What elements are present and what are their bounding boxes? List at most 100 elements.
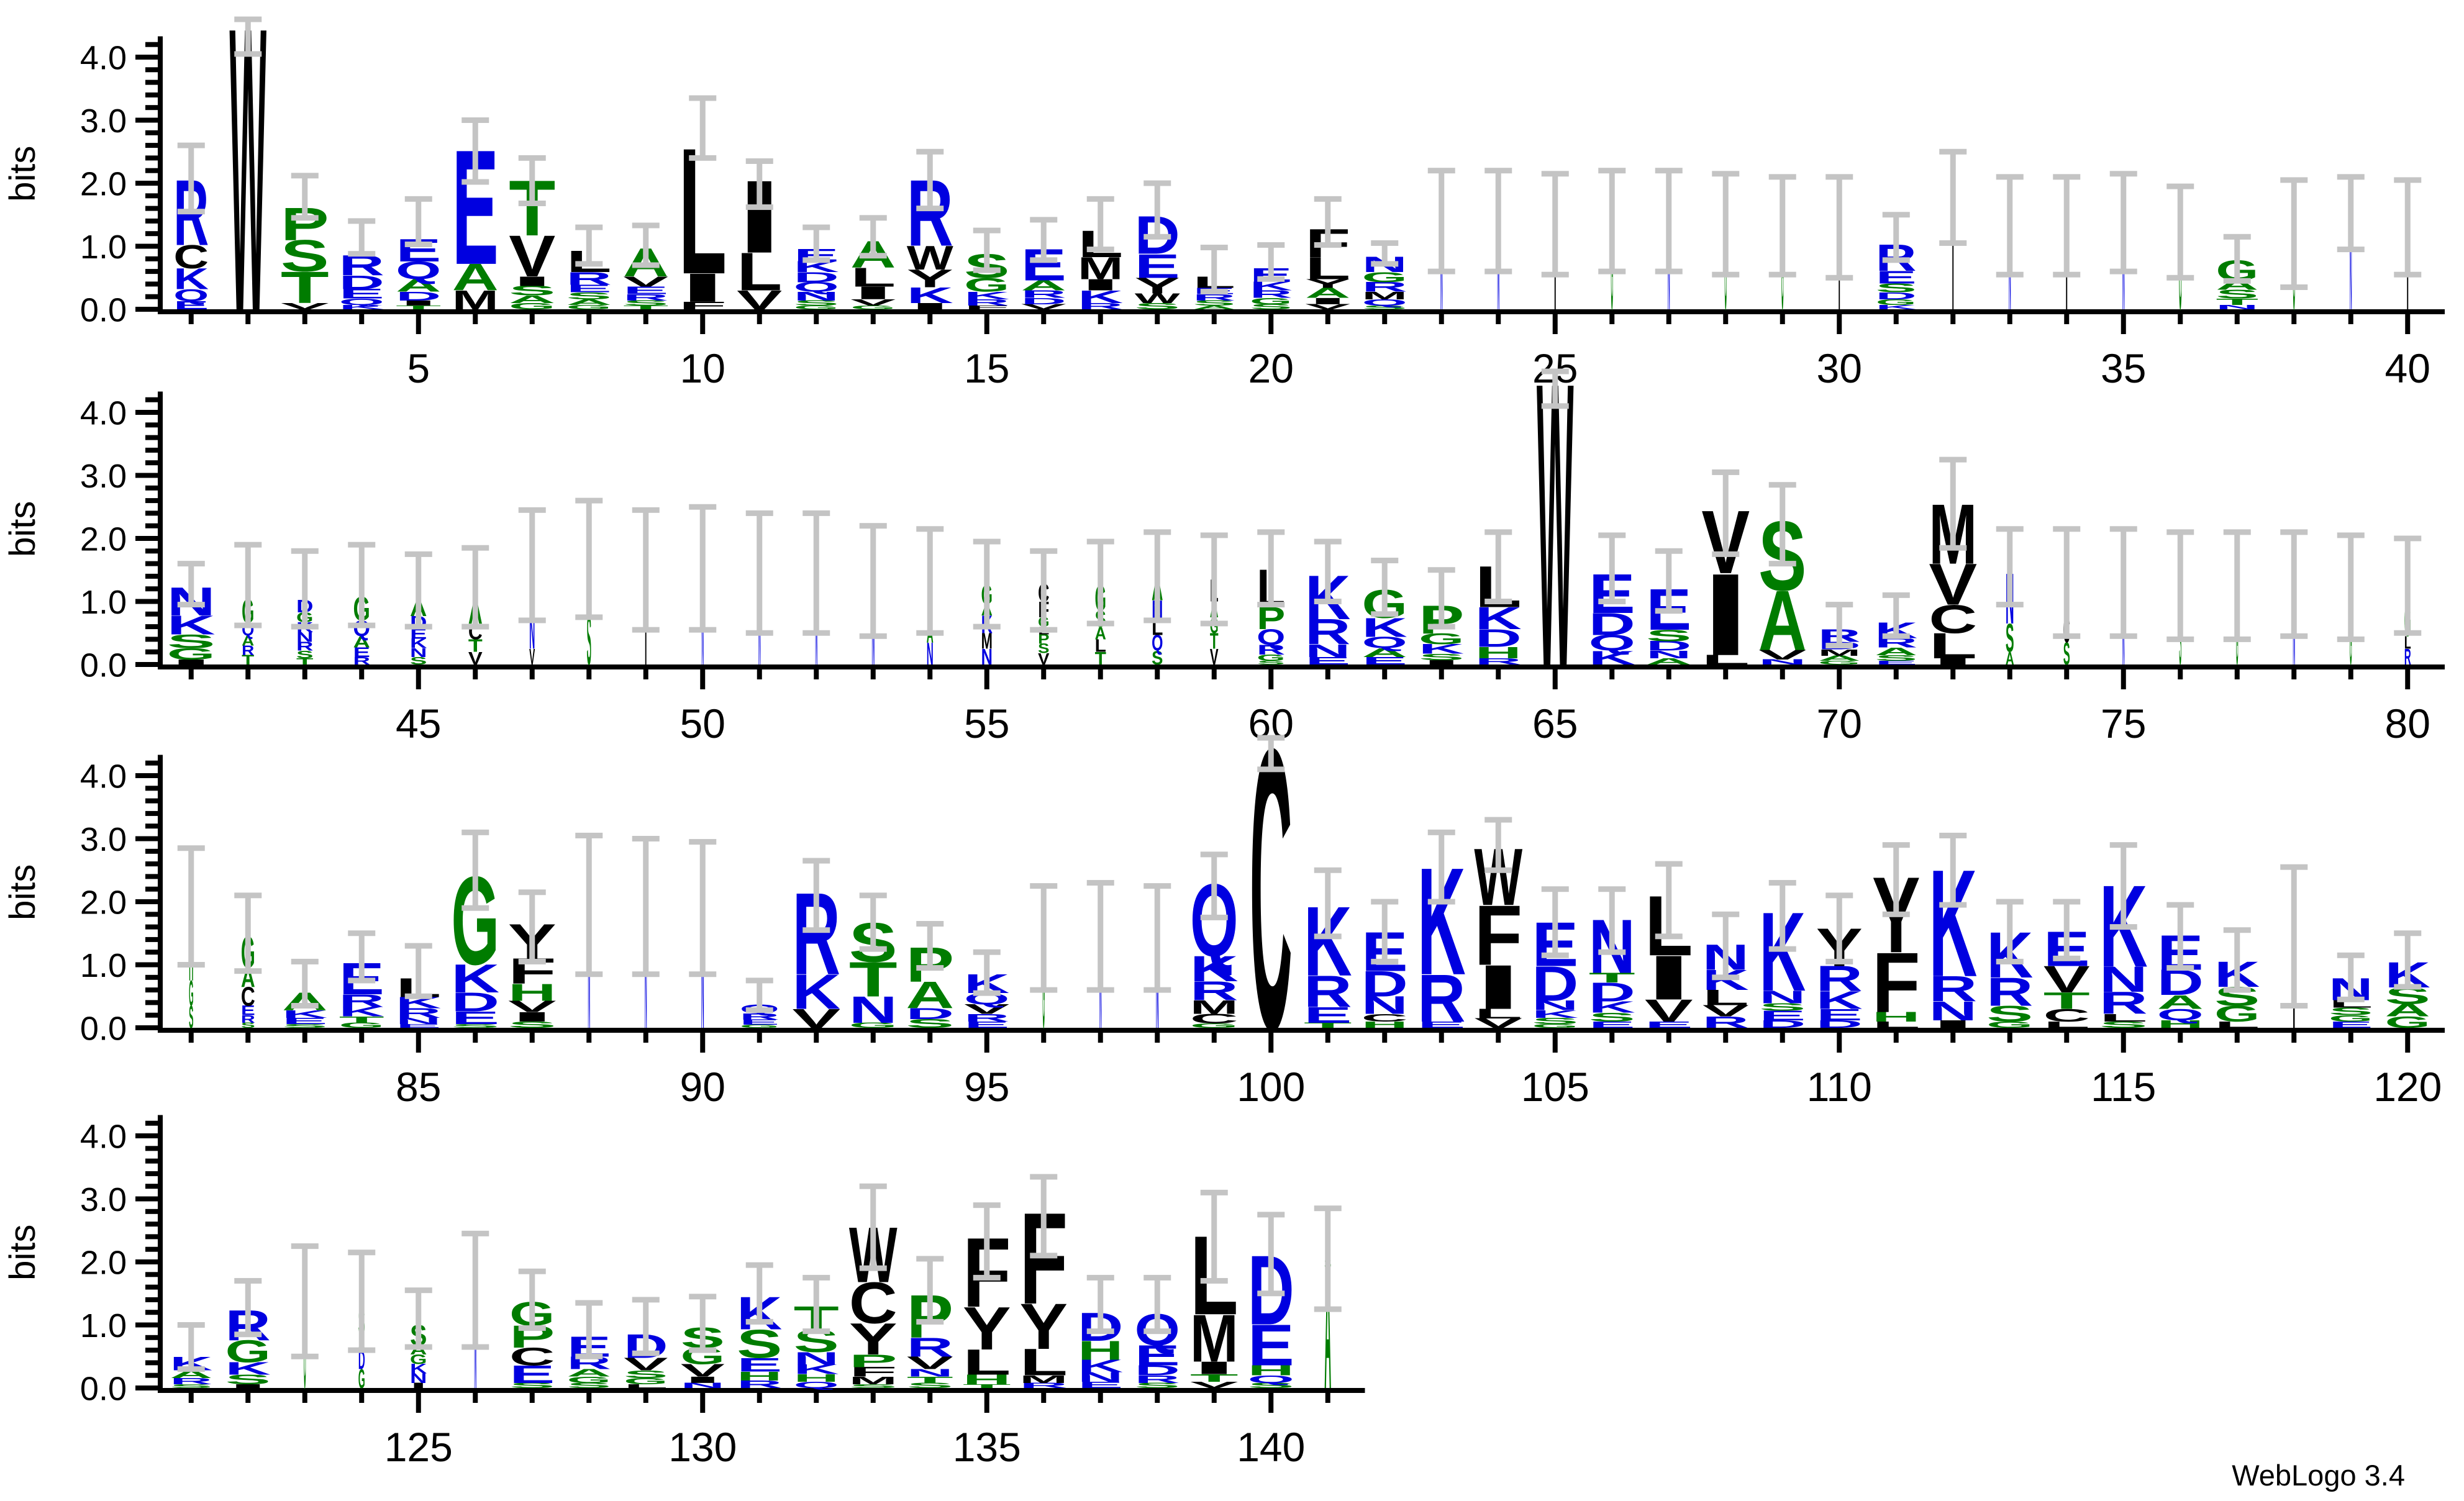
logo-letter-Y: Y bbox=[1305, 276, 1350, 291]
footer-credit: WebLogo 3.4 bbox=[2232, 1459, 2405, 1492]
logo-column-82: SRECAG bbox=[241, 927, 255, 1030]
logo-letter-T: T bbox=[1304, 1022, 1352, 1030]
logo-letter-T: T bbox=[339, 1015, 384, 1025]
logo-letter-R: R bbox=[2404, 644, 2411, 669]
logo-letter-N: N bbox=[927, 636, 934, 671]
y-tick-label: 4.0 bbox=[80, 1118, 127, 1155]
logo-letter-Q: Q bbox=[396, 256, 441, 284]
y-minor-tick bbox=[145, 67, 158, 73]
x-tick-label: 45 bbox=[396, 701, 441, 746]
error-bar bbox=[2109, 842, 2137, 930]
error-bar bbox=[802, 858, 830, 933]
x-minor-tick bbox=[1666, 669, 1671, 679]
error-bar bbox=[1825, 892, 1853, 964]
error-bar bbox=[404, 943, 432, 999]
error-bar bbox=[234, 892, 262, 974]
x-minor-tick bbox=[1950, 314, 1956, 324]
logo-column-50: N bbox=[701, 595, 704, 681]
x-major-tick bbox=[1837, 1033, 1842, 1053]
error-bar bbox=[2394, 930, 2422, 990]
x-minor-tick bbox=[188, 669, 194, 679]
logo-letter-I: I bbox=[681, 1375, 725, 1385]
logo-letter-S: S bbox=[296, 648, 313, 660]
error-bar bbox=[1371, 899, 1399, 964]
error-bar bbox=[689, 504, 717, 633]
y-axis-title: bits bbox=[2, 146, 43, 202]
logo-letter-A: A bbox=[396, 275, 441, 296]
error-bar bbox=[1257, 242, 1285, 282]
logo-letter-W: W bbox=[1135, 291, 1181, 306]
x-minor-tick bbox=[1098, 1393, 1103, 1403]
logo-letter-G: G bbox=[1250, 296, 1293, 306]
logo-letter-N: N bbox=[410, 646, 427, 660]
x-major-tick bbox=[1552, 314, 1558, 334]
logo-letter-S: S bbox=[225, 1372, 271, 1387]
error-bar bbox=[2223, 529, 2251, 642]
logo-letter-H: H bbox=[1872, 1009, 1921, 1024]
x-minor-tick bbox=[1439, 1033, 1444, 1043]
error-bar bbox=[1371, 240, 1399, 267]
logo-letter-I: I bbox=[1952, 187, 1954, 338]
logo-letter-H: H bbox=[963, 1372, 1011, 1387]
logo-letter-K: K bbox=[1589, 646, 1635, 669]
y-minor-tick bbox=[145, 1234, 158, 1240]
x-major-tick bbox=[2405, 669, 2411, 689]
logo-letter-S: S bbox=[1193, 299, 1235, 307]
x-tick-label: 130 bbox=[668, 1424, 737, 1470]
y-axis-title: bits bbox=[2, 1225, 43, 1281]
logo-letter-S: S bbox=[587, 599, 591, 680]
y-minor-tick bbox=[145, 105, 158, 111]
logo-letter-N: N bbox=[1759, 987, 1806, 1007]
logo-column-9: TSREVA bbox=[623, 240, 668, 310]
logo-letter-G: G bbox=[1419, 631, 1464, 648]
logo-letter-D: D bbox=[1876, 291, 1917, 302]
error-bar bbox=[1712, 469, 1740, 557]
y-axis-line bbox=[158, 391, 163, 669]
y-axis-line bbox=[158, 755, 163, 1033]
logo-letter-G: G bbox=[1257, 653, 1285, 663]
x-major-tick bbox=[700, 314, 706, 334]
logo-letter-N: N bbox=[981, 644, 993, 669]
x-major-tick bbox=[700, 669, 706, 689]
logo-letter-A: A bbox=[1758, 573, 1807, 668]
logo-letter-P: P bbox=[1038, 632, 1049, 646]
logo-letter-I: I bbox=[509, 274, 555, 289]
logo-letter-R: R bbox=[740, 1012, 780, 1022]
error-bar bbox=[1541, 886, 1569, 958]
x-tick-label: 65 bbox=[1532, 701, 1578, 746]
y-major-tick bbox=[135, 243, 158, 249]
logo-letter-K: K bbox=[339, 304, 384, 311]
x-minor-tick bbox=[2064, 1033, 2070, 1043]
logo-column-56: VSPLGFC bbox=[1038, 579, 1049, 668]
x-minor-tick bbox=[1496, 314, 1501, 324]
logo-letter-N: N bbox=[907, 1367, 953, 1379]
logo-letter-L: L bbox=[737, 242, 782, 302]
logo-letter-F: F bbox=[678, 299, 727, 311]
error-bar bbox=[1655, 168, 1683, 274]
x-tick-label: 75 bbox=[2101, 701, 2146, 746]
x-major-tick bbox=[700, 1033, 706, 1053]
x-major-tick bbox=[984, 669, 989, 689]
logo-letter-R: R bbox=[1304, 966, 1352, 1017]
error-bar bbox=[291, 958, 319, 1009]
x-major-tick bbox=[416, 1033, 421, 1053]
error-bar bbox=[1143, 180, 1171, 240]
logo-letter-N: N bbox=[1362, 991, 1408, 1019]
logo-letter-T: T bbox=[1210, 628, 1219, 653]
x-minor-tick bbox=[927, 314, 933, 324]
error-bar bbox=[2394, 177, 2422, 278]
x-minor-tick bbox=[1723, 1033, 1729, 1043]
x-tick-label: 35 bbox=[2101, 345, 2146, 391]
error-bar bbox=[1427, 168, 1455, 274]
x-major-tick bbox=[1837, 314, 1842, 334]
logo-letter-G: G bbox=[2385, 1014, 2430, 1032]
x-minor-tick bbox=[1211, 1033, 1217, 1043]
logo-letter-N: N bbox=[588, 897, 590, 1059]
logo-letter-A: A bbox=[566, 297, 612, 307]
y-tick-label: 2.0 bbox=[80, 884, 127, 921]
logo-column-43: TSRNKGD bbox=[296, 596, 313, 666]
y-tick-label: 4.0 bbox=[80, 39, 127, 76]
y-major-tick bbox=[135, 599, 158, 604]
